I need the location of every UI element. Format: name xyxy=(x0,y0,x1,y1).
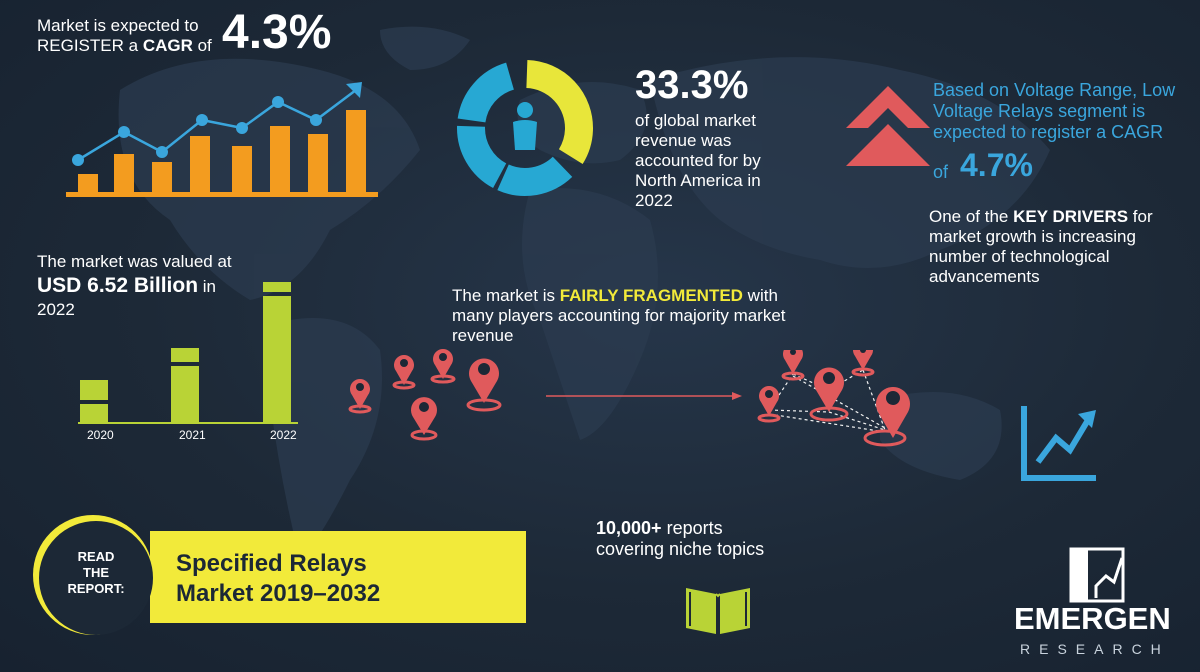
drivers-suffix: for xyxy=(1128,207,1153,226)
bar-year-2022: 2022 xyxy=(270,428,297,442)
voltage-value: 4.7% xyxy=(960,147,1033,183)
market-value-line-1: The market was valued at xyxy=(37,252,232,271)
fragmented-line-3: revenue xyxy=(452,326,514,345)
cagr-line-2-prefix: REGISTER a xyxy=(37,36,143,55)
badge-line-report: REPORT: xyxy=(67,581,125,596)
open-book-icon xyxy=(686,588,750,634)
drivers-highlight: KEY DRIVERS xyxy=(1013,207,1129,226)
drivers-line-3: number of technological xyxy=(929,247,1110,266)
na-line-5: 2022 xyxy=(635,191,673,210)
brand-sub: RESEARCH xyxy=(1020,641,1170,657)
na-line-4: North America in xyxy=(635,171,761,190)
fragmented-text: The market is FAIRLY FRAGMENTED with man… xyxy=(452,286,786,346)
cagr-label: CAGR xyxy=(142,36,193,55)
na-line-3: accounted for by xyxy=(635,151,761,170)
report-title-line-2: Market 2019–2032 xyxy=(176,580,381,607)
bar-2021-bottom xyxy=(171,366,199,422)
brand-name: EMERGEN xyxy=(1014,601,1171,636)
bar-2022-top xyxy=(263,282,291,292)
north-america-value: 33.3% xyxy=(635,63,749,107)
report-title[interactable]: Specified Relays Market 2019–2032 xyxy=(176,549,380,609)
bar-year-2020: 2020 xyxy=(87,428,114,442)
voltage-line-3: expected to register a CAGR xyxy=(933,122,1164,142)
connected-players-pins xyxy=(757,350,910,447)
donut-segment-4 xyxy=(457,60,593,196)
voltage-text: Based on Voltage Range, Low Voltage Rela… xyxy=(933,80,1175,143)
badge-line-the: THE xyxy=(83,565,109,580)
cagr-line-2-suffix: of xyxy=(192,36,212,55)
drivers-line-1: One of the KEY DRIVERS for xyxy=(929,207,1153,227)
fragmented-highlight: FAIRLY FRAGMENTED xyxy=(559,286,743,305)
fragmented-suffix: with xyxy=(742,286,778,305)
reports-line-1: 10,000+ reports xyxy=(596,518,764,539)
voltage-line-1: Based on Voltage Range, Low xyxy=(933,80,1176,100)
drivers-line-2: market growth is increasing xyxy=(929,227,1136,246)
report-badge[interactable] xyxy=(39,521,153,635)
badge-line-read: READ xyxy=(77,549,115,564)
market-value-line-2: USD 6.52 Billion in xyxy=(37,274,232,297)
market-value-text: The market was valued at USD 6.52 Billio… xyxy=(37,252,232,320)
fragmented-arrow-icon xyxy=(546,392,742,400)
fragmented-line-1: The market is FAIRLY FRAGMENTED with xyxy=(452,286,786,306)
bar-2022-bottom xyxy=(263,296,291,422)
reports-count: 10,000+ xyxy=(596,518,662,538)
reports-suffix: reports xyxy=(661,518,723,538)
trend-chart-icon xyxy=(1021,406,1096,481)
drivers-text: One of the KEY DRIVERS for market growth… xyxy=(929,207,1153,287)
report-title-line-1: Specified Relays xyxy=(176,550,367,577)
growth-chart-icon xyxy=(66,82,378,197)
na-line-1: of global market xyxy=(635,111,756,130)
scattered-players-pins xyxy=(348,349,502,441)
fragmented-prefix: The market is xyxy=(452,286,560,305)
bar-2020-top xyxy=(80,380,108,400)
fragmented-line-2: many players accounting for majority mar… xyxy=(452,306,786,325)
person-body xyxy=(513,120,537,150)
cagr-intro-text: Market is expected to REGISTER a CAGR of xyxy=(37,16,212,56)
reports-line-2: covering niche topics xyxy=(596,539,765,559)
north-america-donut xyxy=(457,59,593,196)
cagr-line-2: REGISTER a CAGR of xyxy=(37,36,212,56)
voltage-of: of xyxy=(933,162,949,182)
cagr-value: 4.3% xyxy=(222,6,332,59)
market-value-amount: USD 6.52 Billion xyxy=(37,274,199,297)
report-badge-text: READ THE REPORT: xyxy=(42,549,150,597)
market-value-year: 2022 xyxy=(37,300,75,319)
north-america-text: of global market revenue was accounted f… xyxy=(635,111,761,211)
donut-segment-3 xyxy=(457,59,593,196)
person-head xyxy=(517,102,533,118)
emergen-logo-mark xyxy=(1069,547,1125,603)
reports-text: 10,000+ reports covering niche topics xyxy=(596,518,764,560)
na-line-2: revenue was xyxy=(635,131,732,150)
drivers-prefix: One of the xyxy=(929,207,1014,226)
cagr-line-1: Market is expected to xyxy=(37,16,199,35)
drivers-line-4: advancements xyxy=(929,267,1040,286)
donut-share-segment xyxy=(457,59,593,196)
bar-year-2021: 2021 xyxy=(179,428,206,442)
report-banner[interactable] xyxy=(150,531,526,623)
market-value-suffix: in xyxy=(198,277,217,296)
market-size-bars xyxy=(78,282,298,424)
bar-2021-top xyxy=(171,348,199,362)
bar-2020-bottom xyxy=(80,404,108,422)
voltage-line-2: Voltage Relays segment is xyxy=(933,101,1146,121)
donut-segment-2 xyxy=(457,60,593,196)
double-up-arrow-icon xyxy=(846,86,930,166)
